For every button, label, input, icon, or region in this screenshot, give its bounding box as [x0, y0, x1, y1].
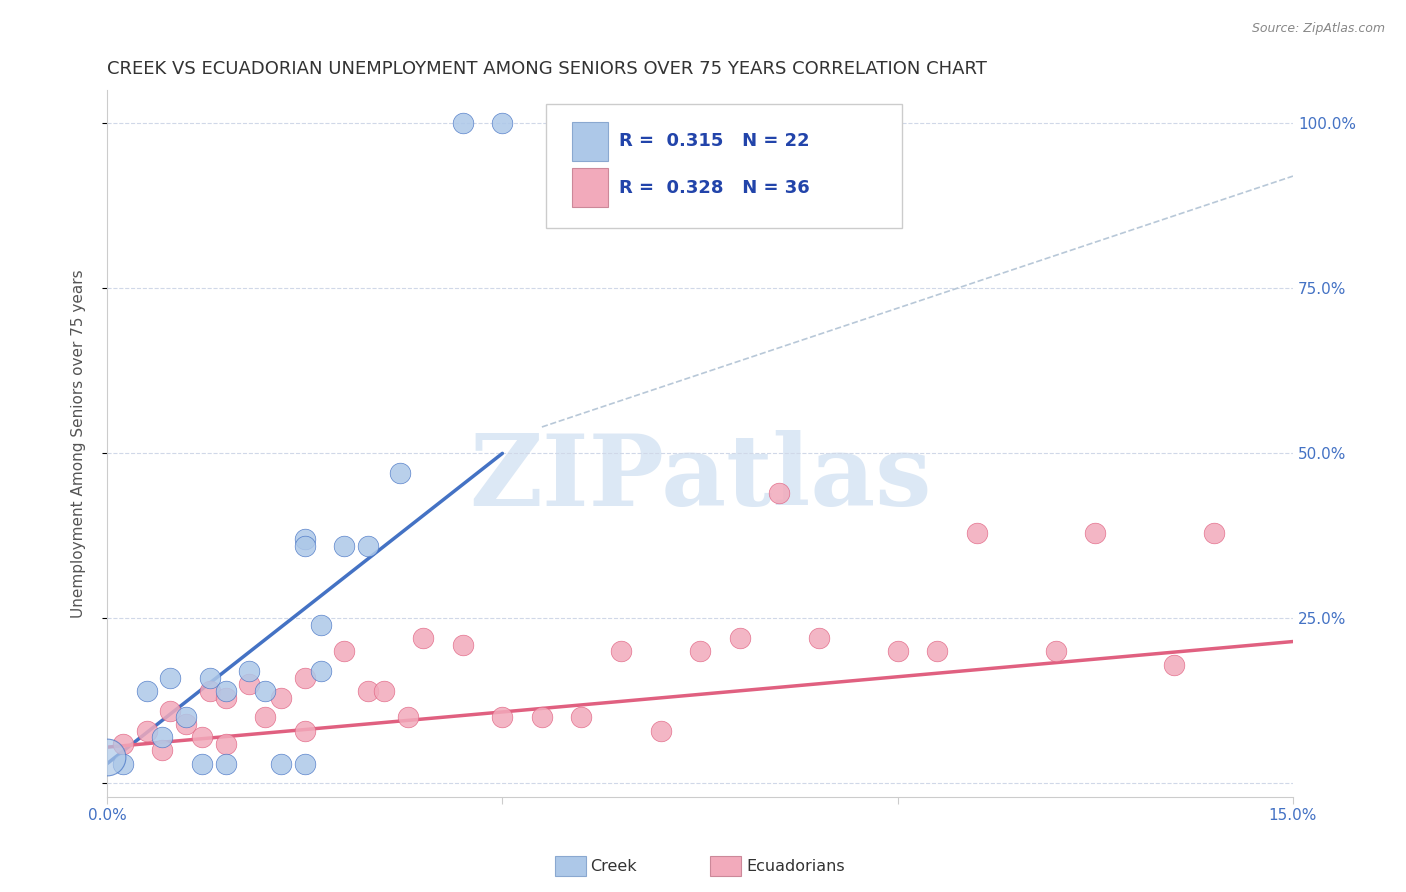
- Point: [807, 632, 830, 646]
- Point: [1163, 657, 1185, 672]
- Point: [412, 632, 434, 646]
- Point: [191, 756, 214, 771]
- Text: Source: ZipAtlas.com: Source: ZipAtlas.com: [1251, 22, 1385, 36]
- Point: [294, 756, 316, 771]
- Point: [174, 717, 197, 731]
- Point: [254, 710, 277, 724]
- Point: [254, 684, 277, 698]
- Point: [966, 525, 988, 540]
- Text: ZIPatlas: ZIPatlas: [468, 430, 931, 527]
- Point: [571, 710, 593, 724]
- Point: [215, 690, 238, 705]
- Text: R =  0.328   N = 36: R = 0.328 N = 36: [620, 178, 810, 197]
- FancyBboxPatch shape: [546, 104, 901, 228]
- Point: [270, 756, 292, 771]
- Point: [159, 704, 181, 718]
- Point: [309, 665, 332, 679]
- Point: [238, 677, 260, 691]
- Point: [191, 731, 214, 745]
- Point: [650, 723, 672, 738]
- Point: [1084, 525, 1107, 540]
- Point: [135, 684, 157, 698]
- Point: [728, 632, 751, 646]
- Point: [768, 486, 790, 500]
- Point: [159, 671, 181, 685]
- Y-axis label: Unemployment Among Seniors over 75 years: Unemployment Among Seniors over 75 years: [72, 269, 86, 618]
- Point: [152, 731, 174, 745]
- Point: [111, 737, 134, 751]
- FancyBboxPatch shape: [572, 168, 607, 207]
- Point: [357, 539, 380, 553]
- Point: [294, 671, 316, 685]
- Point: [610, 644, 633, 658]
- Point: [174, 710, 197, 724]
- FancyBboxPatch shape: [572, 122, 607, 161]
- Point: [530, 710, 553, 724]
- Text: Creek: Creek: [591, 859, 637, 873]
- Point: [1202, 525, 1225, 540]
- Point: [135, 723, 157, 738]
- Point: [309, 618, 332, 632]
- Point: [198, 684, 221, 698]
- Point: [238, 665, 260, 679]
- Point: [333, 644, 356, 658]
- Point: [215, 737, 238, 751]
- Point: [1045, 644, 1067, 658]
- Point: [388, 466, 411, 480]
- Point: [689, 644, 711, 658]
- Point: [198, 671, 221, 685]
- Point: [373, 684, 395, 698]
- Point: [927, 644, 949, 658]
- Point: [96, 750, 118, 764]
- Text: CREEK VS ECUADORIAN UNEMPLOYMENT AMONG SENIORS OVER 75 YEARS CORRELATION CHART: CREEK VS ECUADORIAN UNEMPLOYMENT AMONG S…: [107, 60, 987, 78]
- Point: [396, 710, 419, 724]
- Point: [451, 638, 474, 652]
- Point: [357, 684, 380, 698]
- Point: [111, 756, 134, 771]
- Point: [215, 756, 238, 771]
- Text: Ecuadorians: Ecuadorians: [747, 859, 845, 873]
- Point: [152, 743, 174, 757]
- Point: [491, 116, 513, 130]
- Point: [491, 710, 513, 724]
- Point: [294, 723, 316, 738]
- Text: R =  0.315   N = 22: R = 0.315 N = 22: [620, 132, 810, 150]
- Point: [215, 684, 238, 698]
- Point: [451, 116, 474, 130]
- Point: [333, 539, 356, 553]
- Point: [294, 539, 316, 553]
- Point: [294, 532, 316, 546]
- Point: [886, 644, 908, 658]
- Point: [270, 690, 292, 705]
